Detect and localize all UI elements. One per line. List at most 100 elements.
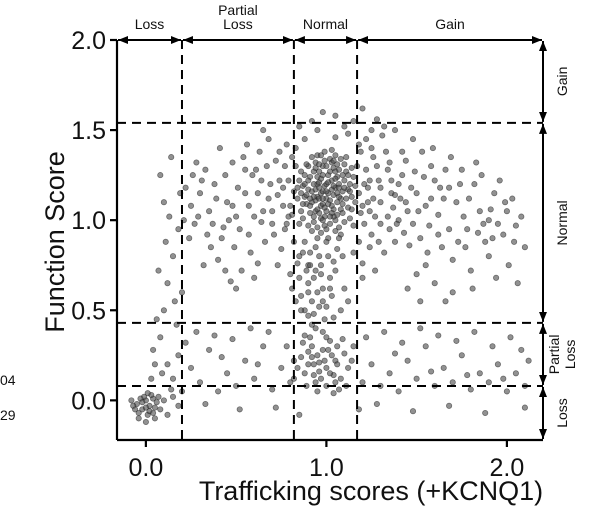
data-point <box>345 172 352 179</box>
data-point <box>335 193 343 200</box>
data-point <box>175 226 182 233</box>
data-point <box>186 235 193 242</box>
data-point <box>507 334 514 341</box>
data-point <box>299 339 306 346</box>
data-point <box>299 215 306 222</box>
data-point <box>343 154 350 161</box>
data-point <box>251 274 258 281</box>
data-point <box>503 388 510 395</box>
data-point <box>341 285 348 292</box>
data-point <box>435 211 442 218</box>
data-point <box>346 188 353 195</box>
data-point <box>242 357 249 364</box>
data-point <box>307 195 314 202</box>
data-point <box>339 253 346 260</box>
data-point <box>435 231 442 238</box>
data-point <box>265 136 272 143</box>
data-point <box>321 204 328 211</box>
data-point <box>303 161 310 168</box>
data-point <box>193 328 200 335</box>
data-point <box>307 202 314 209</box>
data-point <box>312 244 319 251</box>
data-point <box>485 253 492 260</box>
data-point <box>348 206 355 213</box>
data-point <box>341 184 348 191</box>
data-point <box>298 168 305 175</box>
data-point <box>312 164 319 171</box>
data-point <box>476 208 483 215</box>
data-point <box>160 397 167 404</box>
data-point <box>307 249 314 256</box>
data-point <box>386 226 393 233</box>
data-point <box>366 208 373 215</box>
data-point <box>361 220 368 227</box>
data-point <box>335 386 343 393</box>
data-point <box>469 285 476 292</box>
data-point <box>215 388 222 395</box>
data-point <box>348 357 355 364</box>
data-point <box>305 289 312 296</box>
data-point <box>424 249 431 256</box>
data-point <box>234 184 241 191</box>
data-point <box>317 271 325 278</box>
data-point <box>245 202 252 209</box>
data-point <box>415 208 422 215</box>
data-point <box>202 166 209 173</box>
data-point <box>368 231 375 238</box>
data-point <box>363 334 370 341</box>
data-point <box>150 346 157 353</box>
y-category-label: Normal <box>554 200 570 245</box>
data-point <box>307 334 314 341</box>
data-point <box>467 386 474 393</box>
data-point <box>280 202 287 209</box>
data-point <box>408 184 415 191</box>
data-point <box>323 238 330 245</box>
data-point <box>222 267 229 274</box>
data-point <box>442 166 449 173</box>
data-point <box>366 244 373 251</box>
data-point <box>332 379 339 386</box>
data-point <box>305 312 312 319</box>
data-point <box>390 204 397 211</box>
data-point <box>350 222 357 229</box>
data-point <box>310 181 317 188</box>
data-point <box>240 154 247 161</box>
data-point <box>151 361 158 368</box>
data-point <box>169 375 177 382</box>
data-point <box>328 146 335 153</box>
data-point <box>160 307 167 314</box>
data-point <box>366 177 373 184</box>
data-point <box>386 370 393 377</box>
data-point <box>265 195 272 202</box>
data-point <box>404 357 411 364</box>
data-point <box>343 195 350 202</box>
data-point <box>352 199 359 206</box>
data-point <box>482 238 489 245</box>
data-point <box>395 388 402 395</box>
data-point <box>308 227 315 235</box>
data-point <box>195 213 202 220</box>
data-point <box>422 262 429 269</box>
data-point <box>206 346 213 353</box>
data-point <box>265 328 272 335</box>
data-point <box>480 220 487 227</box>
data-point <box>299 200 306 208</box>
data-point <box>162 238 169 245</box>
threshold-lines-layer <box>117 40 543 440</box>
data-point <box>386 159 393 166</box>
data-point <box>428 195 435 202</box>
data-point <box>272 157 279 164</box>
data-point <box>429 145 436 152</box>
data-point <box>471 181 478 188</box>
data-point <box>206 208 213 215</box>
data-point <box>323 364 330 371</box>
data-point <box>164 280 171 287</box>
data-point <box>310 372 317 379</box>
data-point <box>307 209 314 217</box>
data-point <box>303 191 310 199</box>
data-point <box>151 415 158 422</box>
y-tick-label: 0.5 <box>71 297 106 325</box>
data-point <box>187 202 195 209</box>
data-point <box>406 242 413 249</box>
data-point <box>301 238 308 245</box>
